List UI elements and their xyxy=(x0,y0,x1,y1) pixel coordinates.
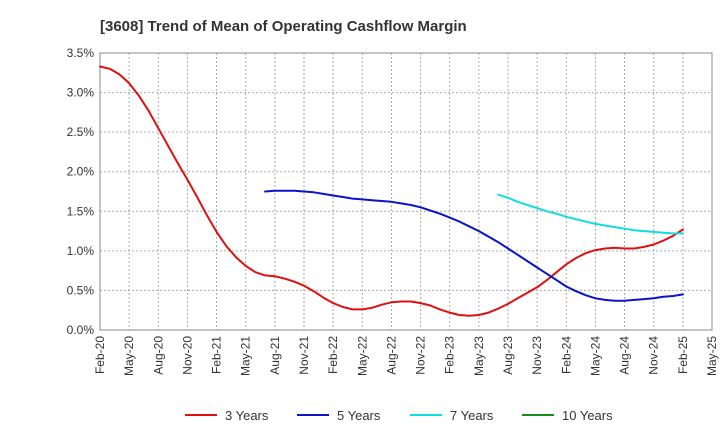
x-tick-label: Nov-21 xyxy=(297,336,311,375)
x-tick-label: Aug-22 xyxy=(384,336,398,375)
series-line-3-years xyxy=(99,65,684,317)
y-tick-label: 1.5% xyxy=(67,204,95,218)
x-tick-label: May-20 xyxy=(122,336,136,376)
x-tick-label: Feb-24 xyxy=(559,336,573,374)
y-tick-label: 2.5% xyxy=(67,125,95,139)
x-tick-label: Nov-20 xyxy=(180,336,194,375)
x-tick-label: Feb-23 xyxy=(443,336,457,374)
y-tick-label: 0.5% xyxy=(67,283,95,297)
grid xyxy=(100,52,712,330)
x-tick-label: Feb-20 xyxy=(93,336,107,374)
x-tick-label: Nov-24 xyxy=(647,336,661,375)
x-tick-label: Aug-23 xyxy=(501,336,515,375)
y-tick-label: 3.0% xyxy=(67,86,95,100)
legend-label-7-years: 7 Years xyxy=(450,408,494,423)
plot-frame xyxy=(99,52,713,331)
y-tick-label: 0.0% xyxy=(67,323,95,337)
x-tick-label: May-23 xyxy=(472,336,486,376)
legend: 3 Years 5 Years 7 Years 10 Years xyxy=(185,408,613,423)
x-tick-label: Aug-24 xyxy=(618,336,632,375)
axes: 0.0% 0.5% 1.0% 1.5% 2.0% 2.5% 3.0% 3.5% Feb-20 Ma… xyxy=(67,46,719,376)
y-tick-label: 2.0% xyxy=(67,165,95,179)
series-line-7-years xyxy=(497,193,684,235)
x-tick-label: Feb-25 xyxy=(676,336,690,374)
x-tick-label: May-21 xyxy=(239,336,253,376)
chart-title: [3608] Trend of Mean of Operating Cashfl… xyxy=(100,18,467,35)
x-tick-label: Feb-22 xyxy=(326,336,340,374)
series-line-5-years xyxy=(264,189,684,302)
y-tick-label: 1.0% xyxy=(67,244,95,258)
x-tick-label: Feb-21 xyxy=(210,336,224,374)
y-tick-label: 3.5% xyxy=(67,46,95,60)
legend-label-3-years: 3 Years xyxy=(225,408,269,423)
legend-label-5-years: 5 Years xyxy=(337,408,381,423)
x-tick-label: Aug-21 xyxy=(268,336,282,375)
x-tick-label: Nov-22 xyxy=(414,336,428,375)
x-tick-label: May-25 xyxy=(705,336,719,376)
legend-label-10-years: 10 Years xyxy=(562,408,613,423)
x-tick-label: May-22 xyxy=(355,336,369,376)
series-lines xyxy=(99,65,684,317)
x-tick-label: Nov-23 xyxy=(530,336,544,375)
x-tick-label: Aug-20 xyxy=(151,336,165,375)
x-tick-label: May-24 xyxy=(588,336,602,376)
